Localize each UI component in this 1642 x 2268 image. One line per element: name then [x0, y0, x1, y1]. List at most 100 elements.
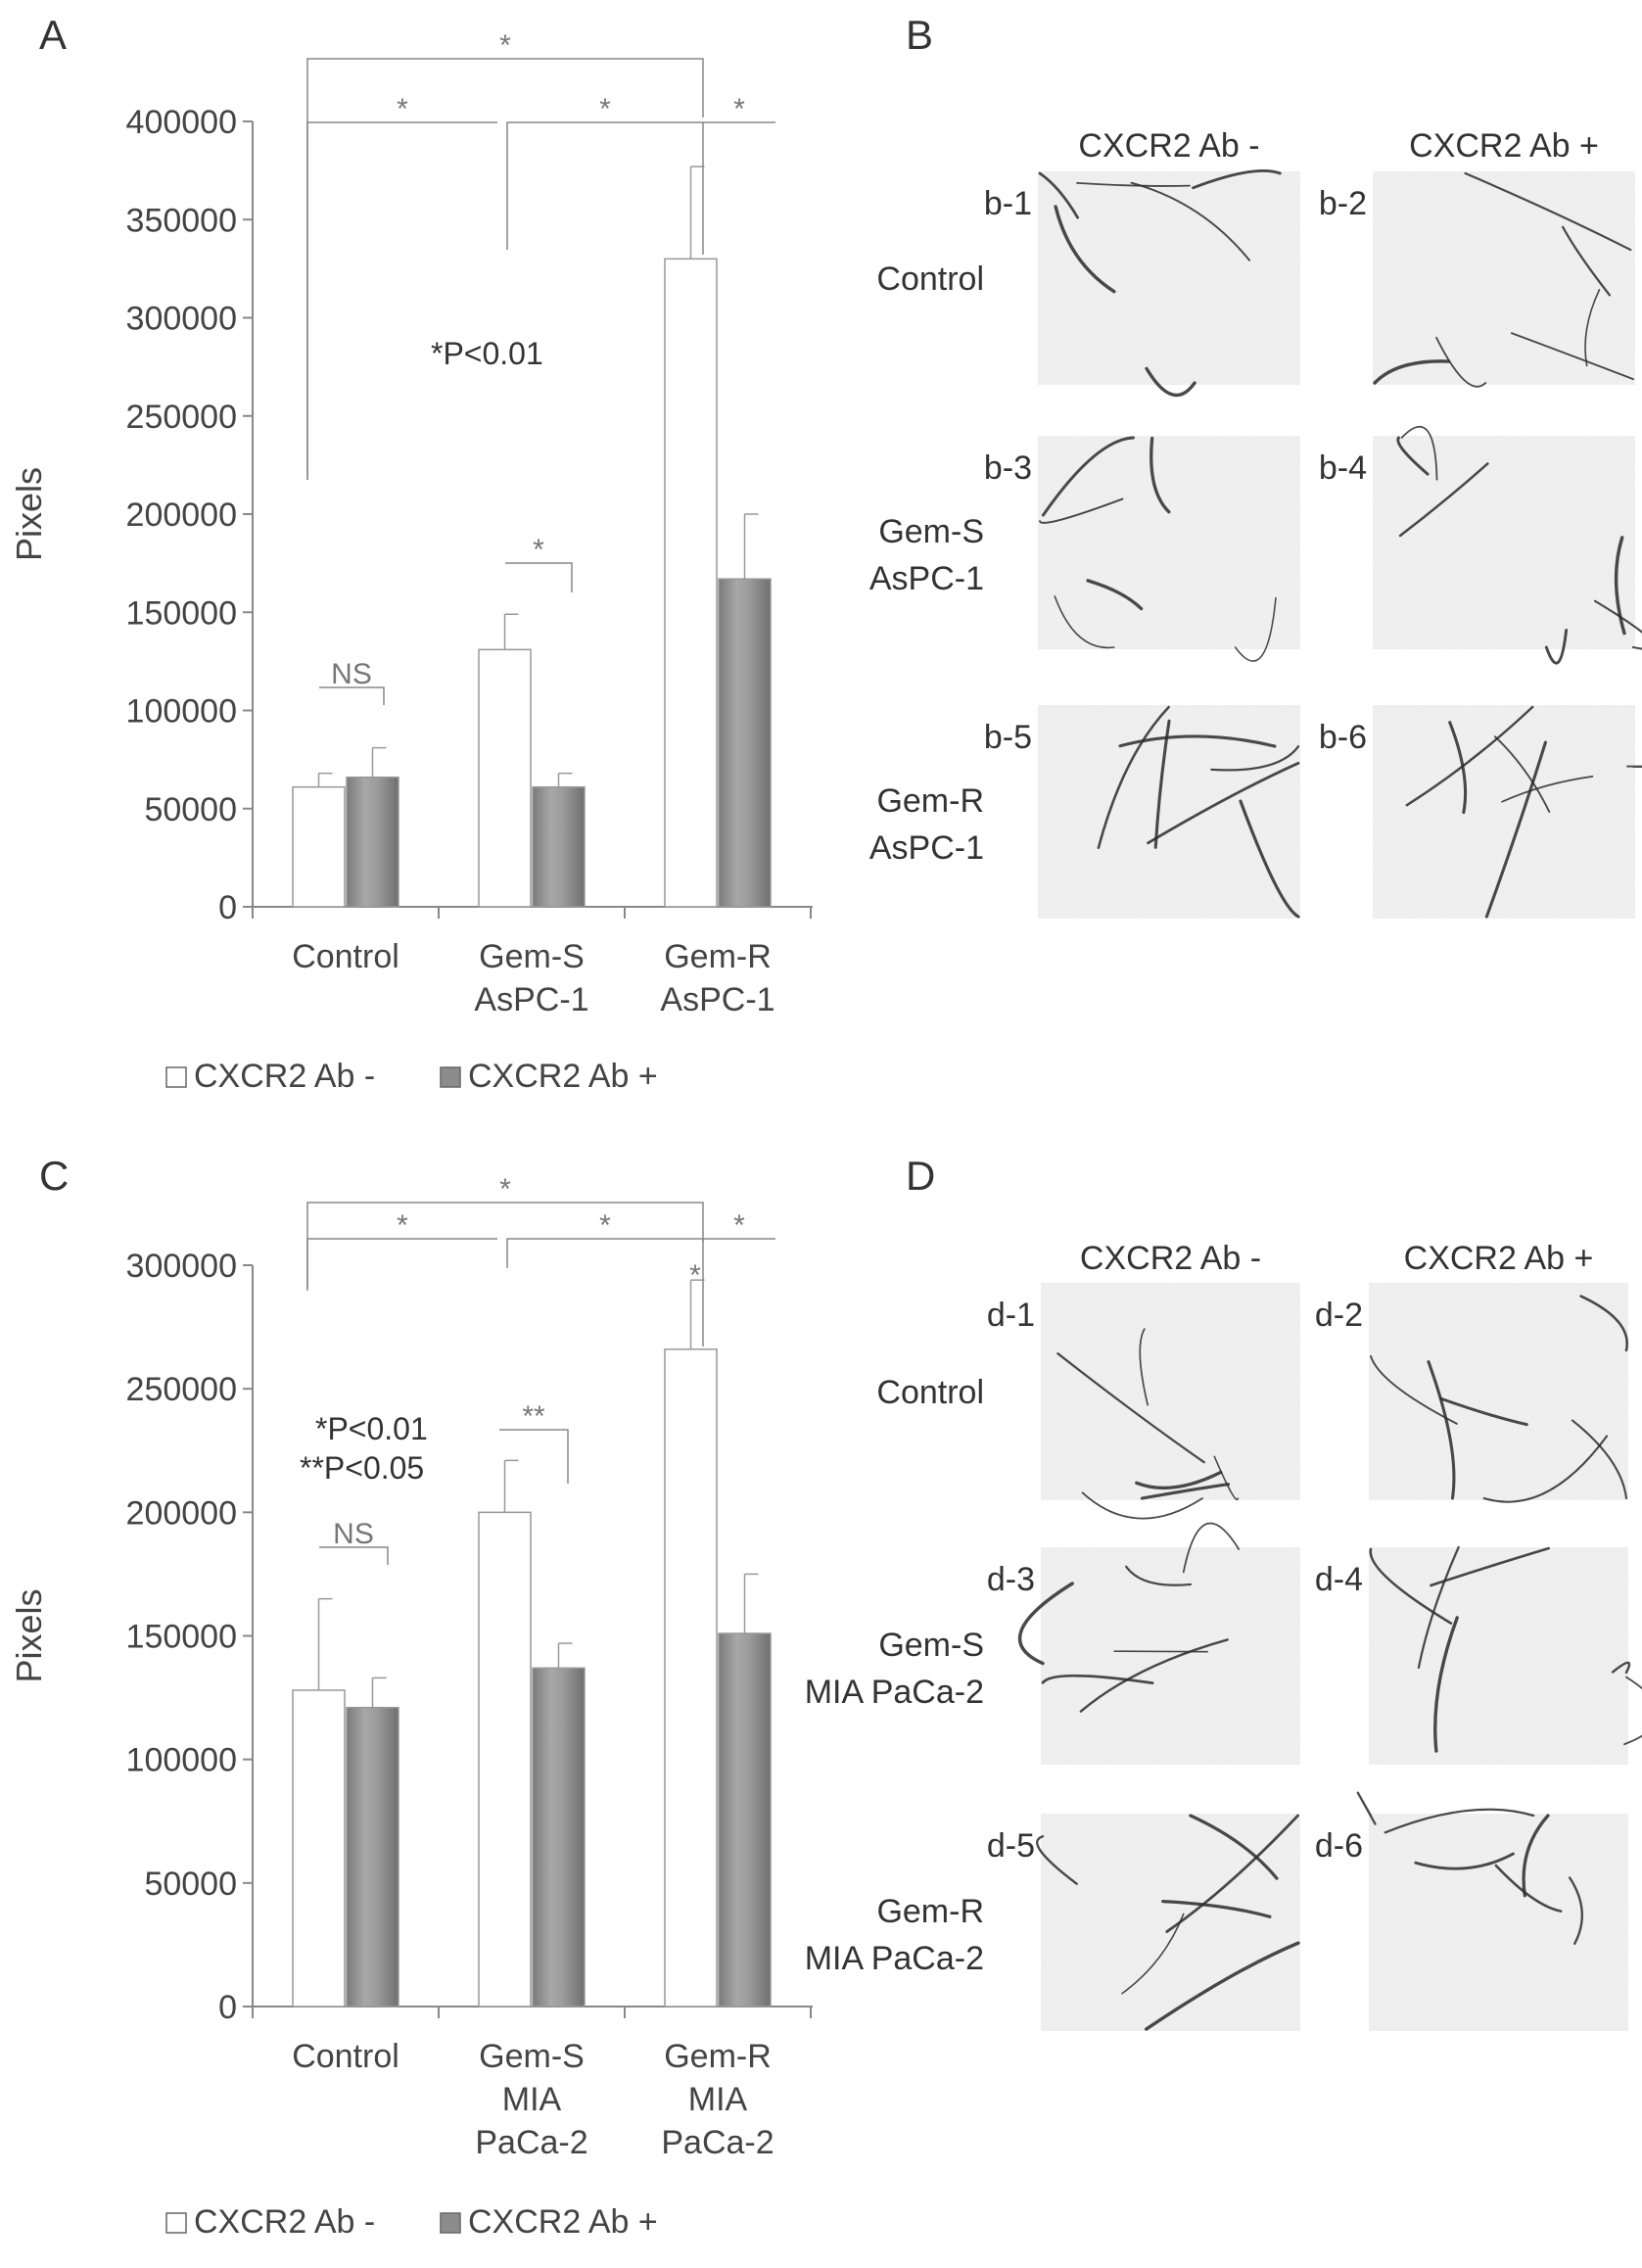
image-tag: b-4	[1319, 449, 1367, 487]
micrograph-texture	[1373, 436, 1635, 649]
legend-label: CXCR2 Ab -	[194, 2203, 375, 2241]
significance-label: *	[397, 93, 408, 125]
y-tick-label: 100000	[126, 693, 237, 731]
micrograph-texture	[1373, 705, 1635, 919]
tube-line	[1056, 1352, 1205, 1464]
bar-chart-a: 0 50000 100000 150000 200000 250000 300000 3500…	[9, 29, 813, 1095]
significance-label: *	[499, 1173, 511, 1205]
x-tick-label: Gem-S	[479, 938, 585, 975]
bar	[478, 648, 532, 908]
x-tick-label: Gem-R	[664, 2038, 772, 2075]
tube-line	[1417, 1545, 1460, 1670]
tube-line	[1081, 1491, 1203, 1520]
image-tag: b-6	[1319, 719, 1367, 756]
p-value-note: *P<0.01	[315, 1411, 428, 1446]
image-tag: d-5	[987, 1827, 1035, 1865]
tube-line	[1118, 734, 1277, 748]
row-label: AsPC-1	[869, 560, 984, 597]
y-tick-label: 100000	[126, 1742, 237, 1779]
tube-line	[1210, 745, 1300, 772]
tube-line	[1079, 1638, 1229, 1713]
significance-label: NS	[331, 658, 372, 690]
significance-bracket	[505, 562, 573, 592]
image-tag: b-1	[984, 185, 1032, 222]
y-tick-label: 50000	[144, 1866, 237, 1903]
tube-line	[1398, 462, 1489, 538]
column-header: CXCR2 Ab +	[1409, 127, 1599, 165]
image-tag: b-3	[984, 449, 1032, 487]
y-tick-label: 150000	[126, 1619, 237, 1656]
bar	[346, 1706, 399, 2008]
column-header: CXCR2 Ab -	[1078, 127, 1259, 165]
tube-line	[1370, 1354, 1458, 1425]
tube-line	[1149, 436, 1171, 514]
tube-line	[1464, 171, 1632, 252]
tube-line	[1448, 721, 1468, 815]
panel-letter-b: B	[906, 12, 933, 58]
row-label: Control	[876, 1374, 984, 1411]
tube-line	[1571, 1419, 1628, 1500]
bar	[664, 1348, 718, 2008]
significance-bracket	[319, 686, 385, 705]
tube-line	[1439, 1396, 1528, 1427]
tube-line	[1189, 1814, 1279, 1880]
significance-bracket	[306, 121, 497, 480]
tube-line	[1147, 761, 1300, 845]
tube-line	[1373, 359, 1451, 385]
legend-swatch	[440, 2212, 461, 2234]
micrograph-grid-d: CXCR2 Ab - CXCR2 Ab + Control d-1 d-2 Gem-S MI…	[805, 1240, 1642, 2031]
significance-label: *	[689, 1259, 701, 1292]
legend-swatch	[165, 1066, 187, 1088]
x-tick-label: AsPC-1	[660, 981, 774, 1018]
micrograph-texture	[1041, 1814, 1300, 2031]
y-tick-label: 200000	[126, 1494, 237, 1532]
tube-line	[1144, 1941, 1300, 2031]
tube-line	[1041, 1674, 1154, 1685]
y-tick-label: 150000	[126, 594, 237, 632]
tube-line	[1494, 1864, 1563, 1913]
y-tick-label: 300000	[126, 301, 237, 338]
tube-line	[1484, 740, 1547, 919]
image-tag: d-4	[1315, 1561, 1363, 1598]
significance-label: *	[397, 1209, 408, 1242]
tube-line	[1038, 171, 1080, 219]
tube-line	[1182, 1522, 1241, 1574]
micrograph-texture	[1041, 1283, 1300, 1500]
bar	[346, 776, 399, 908]
tube-line	[1356, 1791, 1377, 1825]
y-axis-label: Pixels	[9, 467, 49, 561]
column-header: CXCR2 Ab +	[1404, 1240, 1594, 1277]
tube-line	[1113, 1650, 1208, 1653]
tube-line	[1017, 1582, 1074, 1666]
tube-line	[1076, 182, 1191, 187]
image-tag: d-6	[1315, 1827, 1363, 1865]
significance-label: *	[499, 29, 511, 62]
x-tick-label: Gem-R	[664, 938, 772, 975]
significance-label: *	[533, 534, 544, 566]
significance-bracket	[506, 121, 703, 250]
tube-line	[1611, 1661, 1631, 1675]
row-label: Gem-S	[878, 513, 984, 550]
x-tick-label: Control	[292, 2038, 399, 2075]
bar	[664, 258, 718, 908]
significance-bracket	[319, 1546, 389, 1565]
bar	[718, 1632, 772, 2008]
tube-line	[1579, 1295, 1629, 1352]
tube-line	[1405, 705, 1534, 807]
micrograph-texture	[1369, 1283, 1628, 1500]
y-tick-label: 350000	[126, 202, 237, 239]
significance-label: **	[522, 1400, 545, 1433]
y-axis-label: Pixels	[9, 1588, 49, 1682]
tube-line	[1130, 181, 1251, 261]
tube-line	[1501, 776, 1594, 803]
image-tag: b-2	[1319, 185, 1367, 222]
tube-line	[1482, 1435, 1609, 1503]
y-tick-label: 250000	[126, 399, 237, 436]
y-tick-label: 0	[218, 889, 237, 926]
bar	[478, 1511, 532, 2008]
y-tick-label: 50000	[144, 791, 237, 828]
tube-line	[1039, 497, 1124, 524]
tube-line	[1623, 1676, 1642, 1746]
image-tag: b-5	[984, 719, 1032, 756]
significance-bracket	[702, 121, 775, 255]
